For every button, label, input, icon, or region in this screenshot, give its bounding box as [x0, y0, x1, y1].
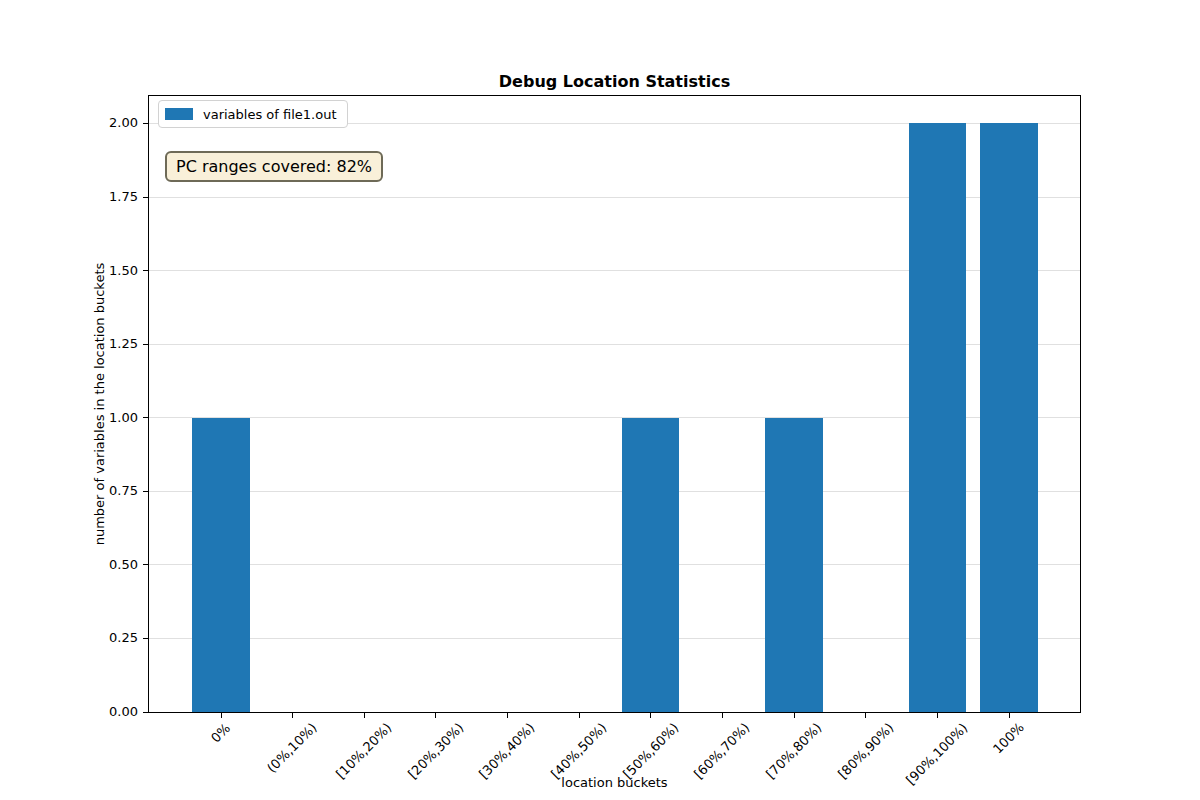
x-axis-label: location buckets [148, 775, 1081, 790]
y-tick-mark [143, 638, 148, 639]
y-tick-mark [143, 123, 148, 124]
x-tick-mark [292, 713, 293, 718]
x-tick-mark [507, 713, 508, 718]
bar [765, 418, 822, 712]
bar [980, 123, 1037, 712]
y-tick-label: 1.50 [80, 263, 138, 279]
y-axis-label: number of variables in the location buck… [92, 263, 107, 546]
y-tick-mark [143, 344, 148, 345]
x-tick-label: [60%,70%) [691, 720, 753, 782]
y-tick-label: 0.75 [80, 483, 138, 499]
y-tick-label: 1.75 [80, 189, 138, 205]
legend: variables of file1.out [158, 100, 348, 128]
y-tick-label: 1.25 [80, 336, 138, 352]
x-tick-label: [80%,90%) [835, 720, 897, 782]
x-tick-label: [40%,50%) [548, 720, 610, 782]
x-tick-label: [50%,60%) [620, 720, 682, 782]
chart-title: Debug Location Statistics [148, 72, 1081, 91]
y-tick-label: 0.50 [80, 557, 138, 573]
annotation-text: PC ranges covered: 82% [176, 159, 372, 175]
x-tick-mark [650, 713, 651, 718]
y-tick-label: 0.00 [80, 704, 138, 720]
y-tick-label: 0.25 [80, 630, 138, 646]
x-tick-mark [221, 713, 222, 718]
bar [192, 418, 249, 712]
bar [622, 418, 679, 712]
x-tick-label: [30%,40%) [476, 720, 538, 782]
annotation-box: PC ranges covered: 82% [165, 151, 383, 182]
x-tick-label: 0% [208, 720, 234, 746]
x-tick-label: [10%,20%) [333, 720, 395, 782]
plot-area [148, 95, 1081, 713]
y-tick-label: 1.00 [80, 410, 138, 426]
legend-label: variables of file1.out [203, 108, 337, 121]
x-tick-mark [937, 713, 938, 718]
x-tick-mark [435, 713, 436, 718]
x-tick-mark [364, 713, 365, 718]
y-tick-mark [143, 270, 148, 271]
figure: Debug Location Statistics 0.00 0.25 0.50 0.… [0, 0, 1200, 800]
x-tick-mark [865, 713, 866, 718]
y-tick-mark [143, 417, 148, 418]
x-tick-mark [794, 713, 795, 718]
y-tick-label: 2.00 [80, 115, 138, 131]
bar [909, 123, 966, 712]
x-tick-label: [20%,30%) [405, 720, 467, 782]
y-tick-mark [143, 712, 148, 713]
x-tick-mark [1009, 713, 1010, 718]
x-tick-mark [579, 713, 580, 718]
x-tick-label: (0%,10%) [264, 720, 320, 776]
x-tick-label: [70%,80%) [763, 720, 825, 782]
y-tick-mark [143, 491, 148, 492]
x-tick-label: 100% [990, 720, 1028, 758]
y-tick-mark [143, 197, 148, 198]
y-tick-mark [143, 564, 148, 565]
x-tick-mark [722, 713, 723, 718]
legend-swatch-icon [165, 108, 193, 120]
